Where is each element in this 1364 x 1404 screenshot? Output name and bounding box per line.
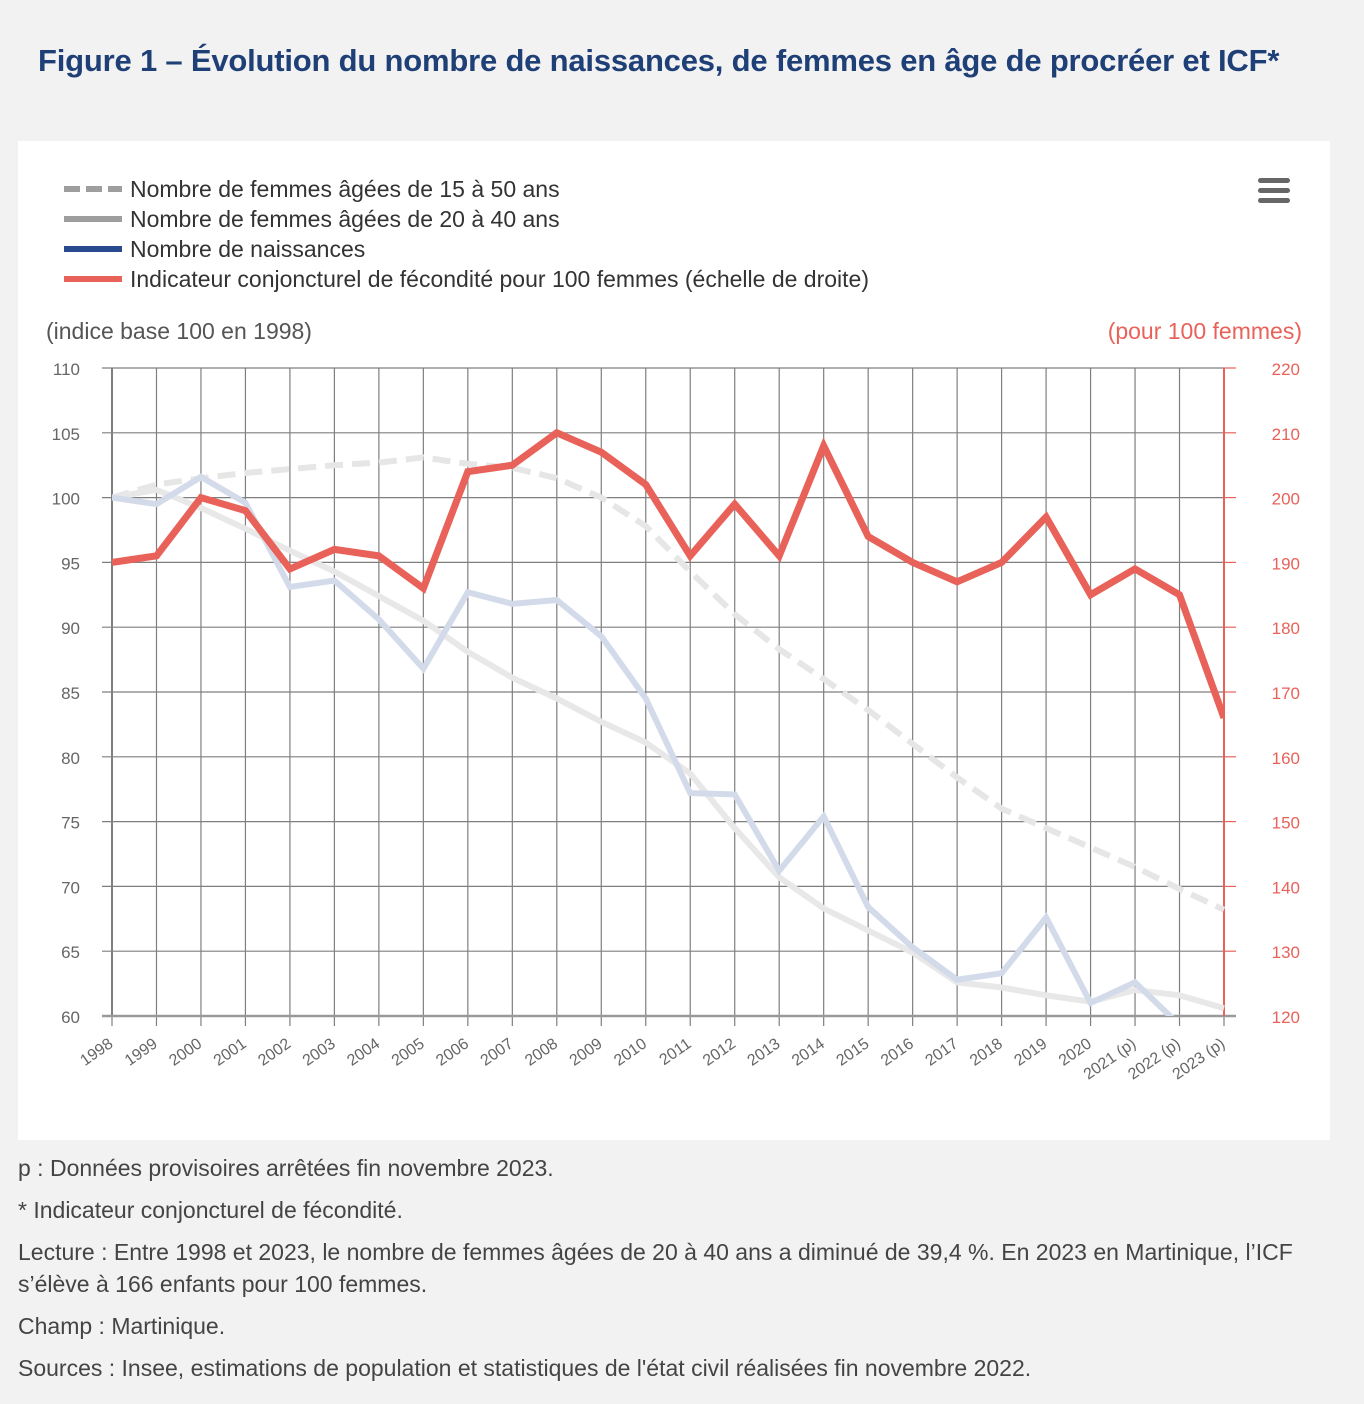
x-tick-label: 2016 xyxy=(878,1035,917,1069)
x-tick-label: 1999 xyxy=(122,1035,161,1069)
x-tick-label: 2005 xyxy=(389,1035,428,1069)
x-tick-label: 2007 xyxy=(478,1035,517,1069)
y-tick-label: 80 xyxy=(61,749,80,768)
y-tick-label: 90 xyxy=(61,619,80,638)
note-provisional: p : Données provisoires arrêtées fin nov… xyxy=(18,1155,554,1181)
series-icf xyxy=(112,428,1225,720)
note-sources: Sources : Insee, estimations de populati… xyxy=(18,1355,1032,1381)
y2-tick-label: 190 xyxy=(1272,554,1300,573)
y2-tick-label: 170 xyxy=(1272,684,1300,703)
y2-tick-label: 140 xyxy=(1272,878,1300,897)
figure-notes: p : Données provisoires arrêtées fin nov… xyxy=(18,1152,1338,1394)
chart-menu-button[interactable] xyxy=(1254,176,1294,206)
hamburger-menu-icon-bar xyxy=(1258,188,1290,193)
y-tick-label: 95 xyxy=(61,554,80,573)
x-tick-label: 2017 xyxy=(923,1035,962,1069)
x-tick-label: 2010 xyxy=(611,1035,650,1069)
note-scope: Champ : Martinique. xyxy=(18,1313,226,1339)
tick-labels: 60 65 70 75 80 85 90 95 100 105 110 120 130 140 150 160… xyxy=(52,360,1300,1083)
series-births xyxy=(112,473,1175,1016)
y2-tick-label: 150 xyxy=(1272,814,1300,833)
y2-tick-label: 220 xyxy=(1272,360,1300,379)
y-tick-label: 75 xyxy=(61,814,80,833)
x-tick-label: 2013 xyxy=(745,1035,784,1069)
hamburger-menu-icon-bar xyxy=(1258,198,1290,203)
chart-panel xyxy=(18,141,1330,1140)
y-tick-label: 65 xyxy=(61,943,80,962)
legend-item-women-15-50[interactable]: Nombre de femmes âgées de 15 à 50 ans xyxy=(64,174,869,204)
line-chart: 60 65 70 75 80 85 90 95 100 105 110 120 130 140 150 160… xyxy=(52,360,1300,1083)
y2-tick-label: 120 xyxy=(1272,1008,1300,1027)
hamburger-menu-icon xyxy=(1258,178,1290,183)
y-tick-label: 100 xyxy=(52,490,80,509)
legend-item-icf[interactable]: Indicateur conjoncturel de fécondité pou… xyxy=(64,264,869,294)
x-tick-label: 2018 xyxy=(967,1035,1006,1069)
y2-tick-label: 160 xyxy=(1272,749,1300,768)
y-tick-label: 105 xyxy=(52,425,80,444)
y-tick-label: 110 xyxy=(53,360,80,379)
y2-tick-label: 200 xyxy=(1272,490,1300,509)
note-icf-definition: * Indicateur conjoncturel de fécondité. xyxy=(18,1197,403,1223)
x-tick-label: 2011 xyxy=(657,1035,695,1069)
x-tick-label: 2015 xyxy=(834,1035,873,1069)
y-tick-label: 60 xyxy=(61,1008,80,1027)
x-tick-label: 2006 xyxy=(433,1035,472,1069)
x-tick-label: 2002 xyxy=(255,1035,294,1069)
x-tick-label: 2001 xyxy=(211,1035,250,1069)
left-axis-title: (indice base 100 en 1998) xyxy=(46,318,312,344)
chart-legend: Nombre de femmes âgées de 15 à 50 ans No… xyxy=(64,174,869,294)
grid xyxy=(102,367,1225,1026)
legend-item-births[interactable]: Nombre de naissances xyxy=(64,234,869,264)
x-tick-label: 2004 xyxy=(344,1035,383,1069)
note-reading: Lecture : Entre 1998 et 2023, le nombre … xyxy=(18,1239,1293,1297)
series-women-15-50 xyxy=(112,454,1225,913)
series-women-20-40 xyxy=(112,486,1225,1012)
figure-title: Figure 1 – Évolution du nombre de naissa… xyxy=(38,43,1280,78)
x-tick-label: 2000 xyxy=(166,1035,205,1069)
y2-tick-label: 210 xyxy=(1272,425,1300,444)
x-tick-label: 2019 xyxy=(1011,1035,1050,1069)
y-tick-label: 85 xyxy=(61,684,80,703)
x-tick-label: 2008 xyxy=(522,1035,561,1069)
y2-tick-label: 130 xyxy=(1272,943,1300,962)
x-tick-label: 2012 xyxy=(700,1035,739,1069)
series-group xyxy=(112,428,1225,1016)
y-tick-label: 70 xyxy=(61,878,80,897)
legend-label: Indicateur conjoncturel de fécondité pou… xyxy=(130,265,869,292)
legend-item-women-20-40[interactable]: Nombre de femmes âgées de 20 à 40 ans xyxy=(64,204,869,234)
legend-label: Nombre de femmes âgées de 15 à 50 ans xyxy=(130,175,560,202)
right-axis-title: (pour 100 femmes) xyxy=(1107,318,1302,344)
x-tick-label: 2014 xyxy=(789,1035,828,1069)
legend-label: Nombre de femmes âgées de 20 à 40 ans xyxy=(130,205,560,232)
x-tick-label: 2009 xyxy=(567,1035,606,1069)
legend-label: Nombre de naissances xyxy=(130,235,366,262)
x-tick-label: 1998 xyxy=(77,1035,116,1069)
x-tick-label: 2003 xyxy=(300,1035,339,1069)
y2-tick-label: 180 xyxy=(1272,619,1300,638)
